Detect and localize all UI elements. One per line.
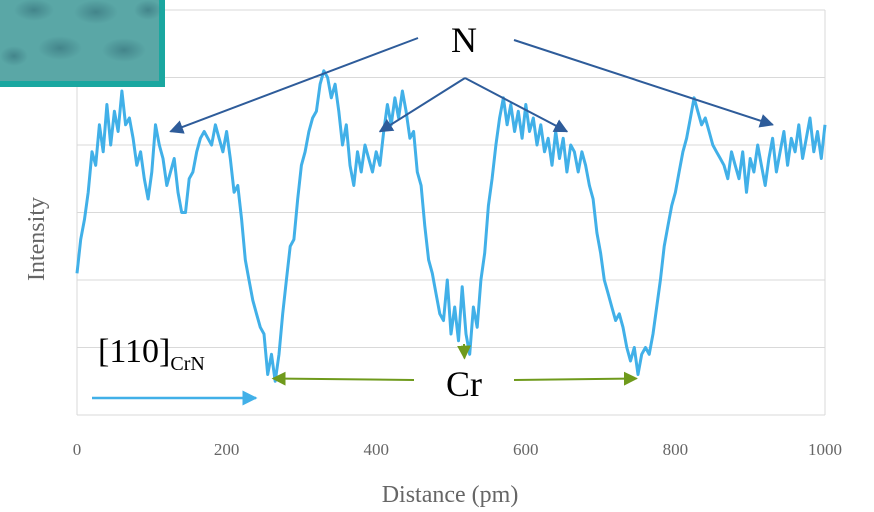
x-tick-label-800: 800 [663,440,689,459]
cr-arrow-3 [513,371,638,386]
n-arrow-2 [378,77,466,133]
grid-lines [77,9,825,348]
x-tick-label-0: 0 [73,440,82,459]
annotation-arrows [169,37,774,386]
direction-label-main: [110] [98,333,170,370]
cr-arrow-1 [271,371,415,386]
micrograph-inset [0,0,165,87]
n-arrow-4 [513,39,774,128]
annotation-n: N [451,20,477,60]
x-tick-label-600: 600 [513,440,539,459]
x-tick-label-400: 400 [363,440,389,459]
n-arrow-3 [464,77,569,133]
x-tick-label-1000: 1000 [808,440,842,459]
x-tick-labels: 0 200 400 600 800 1000 [73,440,842,459]
direction-label: [110]CrN [98,333,205,375]
n-arrow-1 [169,37,419,134]
direction-label-sub: CrN [170,353,204,375]
x-tick-label-200: 200 [214,440,240,459]
series-line-intensity [75,69,827,383]
annotation-cr: Cr [446,364,482,404]
y-axis-title: Intensity [24,197,50,281]
x-axis-title: Distance (pm) [382,482,519,508]
